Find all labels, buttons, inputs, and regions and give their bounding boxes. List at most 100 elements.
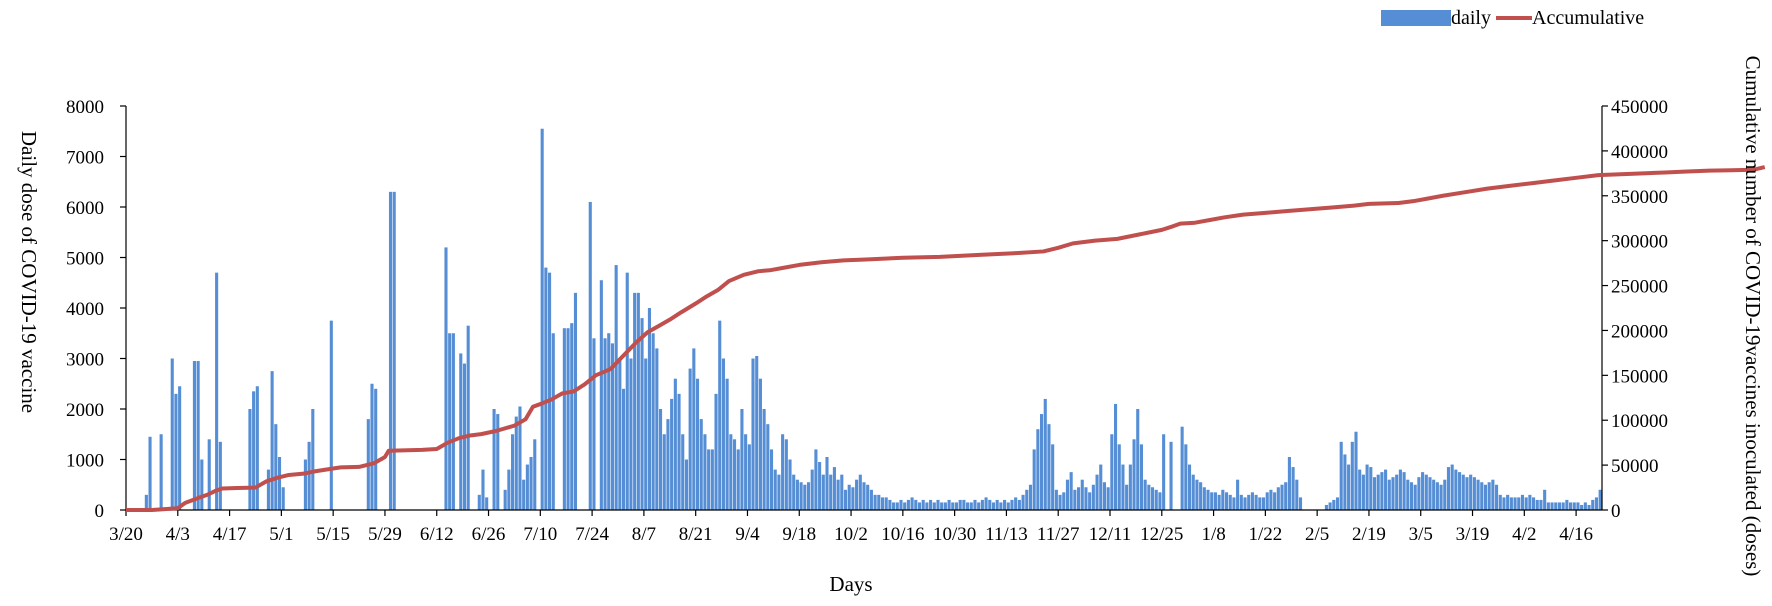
- daily-bar: [1480, 482, 1484, 510]
- daily-bar: [451, 333, 455, 510]
- x-tick-label: 2/5: [1305, 524, 1329, 545]
- daily-bar: [388, 191, 393, 510]
- daily-bar: [1298, 497, 1303, 511]
- daily-bar: [1143, 479, 1147, 510]
- daily-bar: [1224, 492, 1229, 510]
- daily-bar: [814, 449, 818, 510]
- daily-bar: [1361, 474, 1365, 510]
- daily-bar: [1587, 504, 1591, 510]
- daily-bar: [1561, 502, 1565, 510]
- daily-bar: [1125, 484, 1129, 510]
- daily-bar: [766, 424, 770, 510]
- daily-bar: [843, 489, 848, 510]
- daily-bar: [1210, 492, 1214, 510]
- daily-bar: [666, 419, 670, 510]
- daily-bar: [1017, 499, 1021, 510]
- y-left-tick-label: 6000: [66, 198, 104, 219]
- daily-bar: [736, 449, 740, 510]
- daily-bar: [847, 484, 851, 510]
- x-tick-label: 10/30: [933, 524, 976, 545]
- daily-bar: [906, 499, 910, 510]
- x-tick-label: 12/25: [1140, 524, 1183, 545]
- y-axis-right-title: Cumulative number of COVID-19vaccines in…: [1741, 56, 1765, 577]
- x-tick-label: 11/27: [1037, 524, 1080, 545]
- daily-bar: [610, 343, 614, 510]
- x-tick-label: 3/5: [1409, 524, 1433, 545]
- daily-bar: [877, 494, 881, 510]
- daily-bar: [1384, 469, 1388, 510]
- daily-bar: [1380, 472, 1384, 511]
- daily-bar: [1154, 489, 1158, 510]
- daily-bar: [511, 434, 515, 510]
- y-right-tick-label: 400000: [1611, 142, 1668, 163]
- daily-bar: [995, 499, 999, 510]
- daily-bar: [1439, 484, 1443, 510]
- x-tick-label: 3/20: [109, 524, 143, 545]
- daily-bar: [1413, 484, 1417, 510]
- daily-bar: [869, 489, 873, 510]
- daily-bar: [729, 434, 733, 510]
- daily-bar: [910, 497, 914, 511]
- daily-bar: [947, 499, 951, 510]
- daily-bar: [1169, 441, 1173, 510]
- daily-bar: [444, 247, 448, 510]
- daily-bar: [1543, 489, 1547, 510]
- y-right-tick-label: 100000: [1611, 411, 1668, 432]
- daily-bar: [1532, 497, 1536, 511]
- daily-bar: [274, 424, 278, 510]
- daily-bar: [1583, 502, 1587, 510]
- daily-bar: [718, 320, 722, 511]
- daily-bar: [758, 378, 762, 510]
- daily-bar: [1280, 484, 1284, 510]
- daily-bar: [1513, 497, 1517, 511]
- daily-bar: [200, 459, 204, 510]
- daily-bar: [866, 484, 870, 510]
- daily-bar: [769, 449, 774, 510]
- daily-bar: [1465, 477, 1469, 510]
- x-tick-label: 11/13: [985, 524, 1028, 545]
- daily-bar: [725, 378, 729, 510]
- daily-bar: [329, 320, 333, 511]
- daily-bar: [636, 292, 640, 510]
- daily-bar: [466, 325, 470, 510]
- daily-bar: [481, 469, 485, 510]
- accumulative-line: [126, 165, 1766, 512]
- daily-bar: [1250, 492, 1254, 510]
- daily-bar: [670, 398, 674, 510]
- x-tick-label: 7/24: [575, 524, 609, 545]
- daily-bar: [855, 479, 859, 510]
- daily-bar: [307, 441, 311, 510]
- daily-bar: [592, 338, 596, 510]
- accumulative-line-group: [126, 165, 1766, 512]
- daily-bar: [655, 348, 659, 510]
- daily-bar: [1099, 464, 1103, 510]
- daily-bar: [1328, 502, 1332, 510]
- daily-bars: [144, 128, 1602, 511]
- daily-bar: [1025, 489, 1029, 510]
- daily-bar: [618, 358, 622, 510]
- daily-bar: [943, 502, 947, 510]
- daily-bar: [984, 497, 988, 511]
- y-left-tick-label: 4000: [66, 299, 104, 320]
- daily-bar: [991, 502, 996, 510]
- daily-bar: [699, 419, 703, 510]
- daily-bar: [821, 474, 825, 510]
- daily-bar: [1258, 497, 1262, 511]
- daily-bar: [917, 502, 922, 510]
- daily-bar: [518, 406, 522, 510]
- y-left-tick-label: 0: [95, 501, 105, 522]
- daily-bar: [1236, 479, 1240, 510]
- daily-bar: [1458, 472, 1462, 511]
- daily-bar: [196, 361, 200, 510]
- daily-bar: [448, 333, 452, 510]
- daily-bar: [544, 267, 548, 510]
- daily-bar: [1350, 441, 1354, 510]
- daily-bar: [392, 191, 396, 510]
- legend-daily-label: daily: [1451, 7, 1491, 29]
- daily-bar: [1491, 479, 1495, 510]
- daily-bar: [829, 474, 833, 510]
- daily-bar: [566, 328, 570, 510]
- daily-bar: [954, 502, 959, 510]
- daily-bar: [1180, 426, 1184, 510]
- legend-daily-swatch: [1381, 10, 1451, 26]
